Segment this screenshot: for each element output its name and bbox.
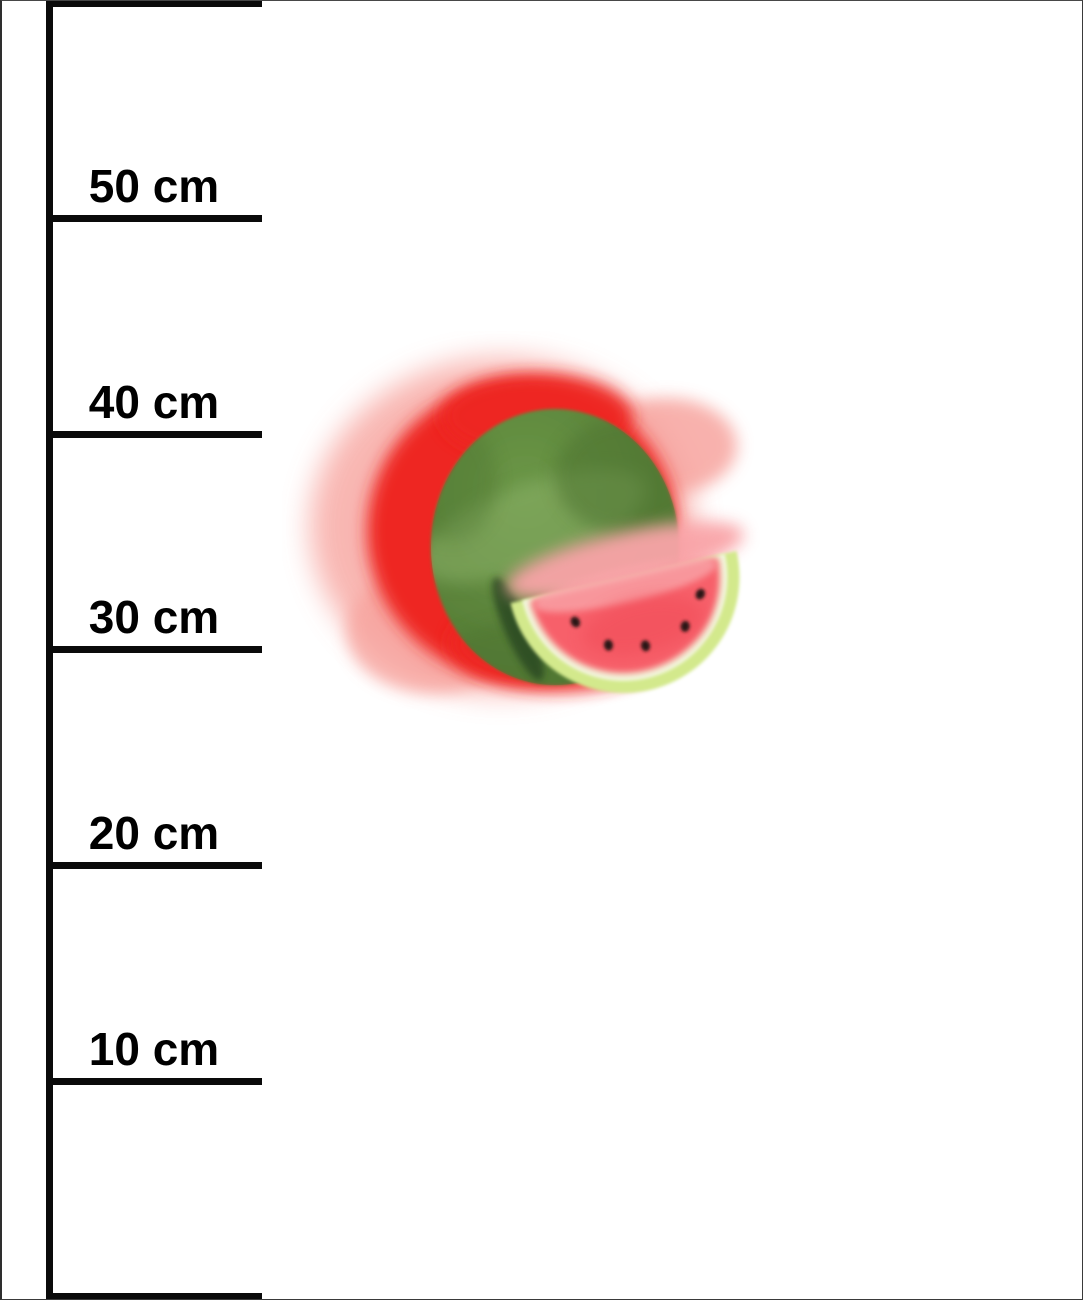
ruler-top-end-mark (46, 1, 262, 7)
ruler-tick-line (46, 215, 262, 222)
slice-pink-halo (505, 521, 744, 599)
watermelon-illustration (310, 358, 744, 694)
ruler-tick-line (46, 431, 262, 438)
ruler-mark-label: 10 cm (88, 1023, 220, 1075)
ruler-mark-40cm: 40 cm (46, 379, 262, 438)
ruler-tick-line (46, 1078, 262, 1085)
ruler-mark-20cm: 20 cm (46, 810, 262, 869)
ruler-mark-label: 20 cm (88, 807, 220, 859)
watermelon-slice (505, 521, 744, 693)
ruler-bottom-end-mark (46, 1293, 262, 1299)
watermelon-seed (570, 616, 581, 628)
watermelon-seed (680, 620, 690, 632)
ruler-mark-label: 50 cm (88, 160, 220, 212)
slice-seeds (570, 588, 706, 652)
slice-flesh-shade (582, 595, 704, 657)
ruler-tick-line (46, 862, 262, 869)
ruler-mark-50cm: 50 cm (46, 163, 262, 222)
watermelon-seed (695, 588, 706, 600)
ruler-mark-30cm: 30 cm (46, 594, 262, 653)
melon-dark-patch (431, 421, 497, 541)
slice-flesh-highlight (533, 557, 717, 613)
watermelon-seed (640, 640, 651, 652)
watermelon-seed (603, 639, 613, 651)
melon-shadow-edge (492, 577, 544, 681)
ruler-mark-label: 40 cm (88, 376, 220, 428)
ruler-tick-line (46, 646, 262, 653)
ruler-mark-10cm: 10 cm (46, 1026, 262, 1085)
ruler-mark-label: 30 cm (88, 591, 220, 643)
